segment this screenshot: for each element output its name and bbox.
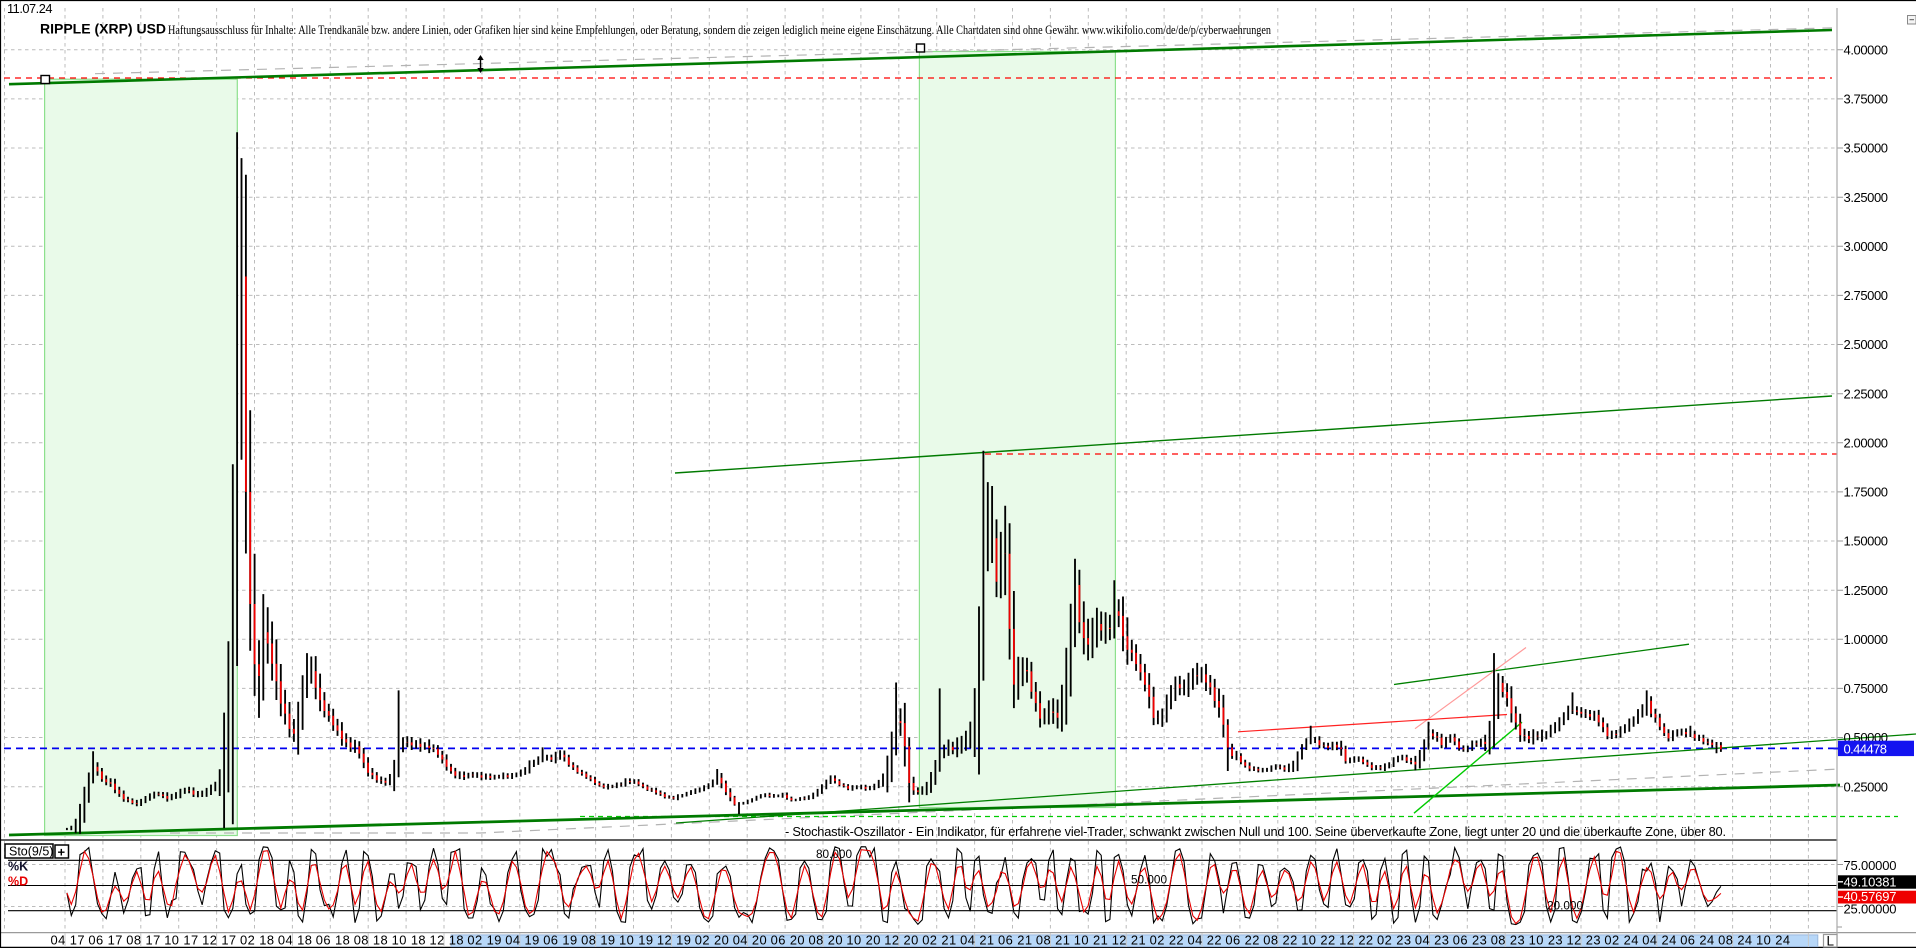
svg-text:75.00000: 75.00000 [1844,858,1897,873]
svg-text:10 18: 10 18 [392,933,426,948]
svg-text:2.25000: 2.25000 [1844,386,1889,401]
svg-text:L: L [1827,933,1835,948]
svg-text:1.25000: 1.25000 [1844,583,1889,598]
svg-text:04 17: 04 17 [51,933,85,948]
svg-text:02 19: 02 19 [467,933,501,948]
svg-text:06 24: 06 24 [1680,933,1714,948]
svg-text:1.75000: 1.75000 [1844,485,1889,500]
svg-text:02 18: 02 18 [240,933,274,948]
svg-text:06 22: 06 22 [1225,933,1259,948]
svg-text:02 23: 02 23 [1377,933,1411,948]
svg-text:08 23: 08 23 [1491,933,1525,948]
svg-text:40.57697: 40.57697 [1844,889,1897,904]
svg-text:%K: %K [8,860,28,874]
svg-text:04 19: 04 19 [505,933,539,948]
svg-text:20.000: 20.000 [1547,899,1583,913]
svg-text:Sto(9/5): Sto(9/5) [9,845,53,859]
svg-text:RIPPLE (XRP) USD: RIPPLE (XRP) USD [40,21,166,37]
svg-text:02 20: 02 20 [695,933,729,948]
svg-text:12 19: 12 19 [657,933,691,948]
svg-text:06 21: 06 21 [998,933,1032,948]
svg-text:08 21: 08 21 [1036,933,1070,948]
svg-text:04 18: 04 18 [278,933,312,948]
svg-text:10 17: 10 17 [164,933,198,948]
svg-text:08 22: 08 22 [1263,933,1297,948]
svg-text:12 20: 12 20 [884,933,918,948]
svg-text:50.000: 50.000 [1131,873,1167,887]
svg-text:12 21: 12 21 [1112,933,1146,948]
svg-text:%D: %D [8,875,28,889]
svg-text:0.44478: 0.44478 [1844,741,1888,756]
svg-text:25.00000: 25.00000 [1844,901,1897,916]
svg-text:11.07.24: 11.07.24 [7,1,53,16]
svg-text:06 20: 06 20 [771,933,805,948]
svg-text:10 20: 10 20 [846,933,880,948]
svg-text:04 21: 04 21 [960,933,994,948]
svg-text:02 21: 02 21 [922,933,956,948]
svg-text:10 24: 10 24 [1756,933,1790,948]
svg-text:3.00000: 3.00000 [1844,239,1889,254]
svg-text:06 17: 06 17 [88,933,122,948]
svg-text:- Stochastik-Oszillator - Ein: - Stochastik-Oszillator - Ein Indikator,… [785,824,1726,839]
svg-text:04 23: 04 23 [1415,933,1449,948]
svg-text:02 22: 02 22 [1150,933,1184,948]
svg-text:10 21: 10 21 [1074,933,1108,948]
svg-text:06 23: 06 23 [1453,933,1487,948]
svg-text:06 19: 06 19 [543,933,577,948]
svg-text:10 23: 10 23 [1529,933,1563,948]
svg-text:12 23: 12 23 [1567,933,1601,948]
svg-text:10 22: 10 22 [1301,933,1335,948]
svg-text:10 19: 10 19 [619,933,653,948]
svg-text:04 22: 04 22 [1188,933,1222,948]
svg-text:3.75000: 3.75000 [1844,92,1889,107]
svg-text:1.00000: 1.00000 [1844,632,1889,647]
svg-text:08 20: 08 20 [809,933,843,948]
svg-text:0.75000: 0.75000 [1844,681,1889,696]
svg-text:08 18: 08 18 [354,933,388,948]
svg-text:2.75000: 2.75000 [1844,288,1889,303]
svg-text:02 24: 02 24 [1604,933,1638,948]
svg-text:12 22: 12 22 [1339,933,1373,948]
svg-text:4.00000: 4.00000 [1844,42,1889,57]
svg-text:3.25000: 3.25000 [1844,190,1889,205]
svg-text:04 24: 04 24 [1642,933,1676,948]
svg-text:49.10381: 49.10381 [1844,874,1897,889]
svg-text:1.50000: 1.50000 [1844,534,1889,549]
svg-text:Haftungsausschluss für Inhalte: Haftungsausschluss für Inhalte: Alle Tre… [168,23,1272,37]
svg-text:12 17: 12 17 [202,933,236,948]
svg-text:08 19: 08 19 [581,933,615,948]
svg-text:+: + [58,845,66,860]
svg-text:2.00000: 2.00000 [1844,435,1889,450]
svg-text:08 24: 08 24 [1718,933,1752,948]
svg-text:08 17: 08 17 [126,933,160,948]
svg-text:04 20: 04 20 [733,933,767,948]
svg-text:0.25000: 0.25000 [1844,779,1889,794]
svg-text:3.50000: 3.50000 [1844,141,1889,156]
svg-text:80.000: 80.000 [816,847,852,861]
svg-text:2.50000: 2.50000 [1844,337,1889,352]
svg-text:12 18: 12 18 [430,933,464,948]
svg-text:06 18: 06 18 [316,933,350,948]
